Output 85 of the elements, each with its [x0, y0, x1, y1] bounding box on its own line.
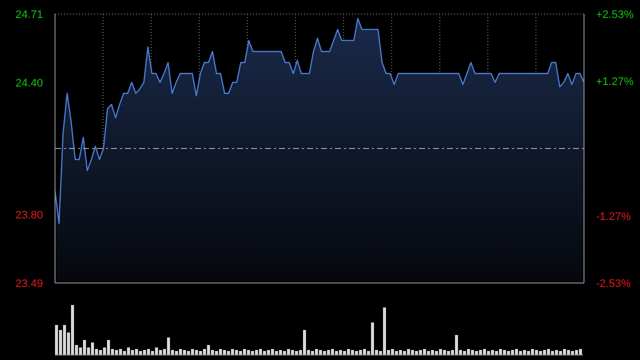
bar	[579, 349, 582, 355]
bar	[223, 350, 226, 355]
bar	[483, 349, 486, 355]
bar	[443, 350, 446, 355]
bar	[83, 340, 86, 355]
bar	[271, 349, 274, 355]
bar	[371, 322, 374, 355]
y-tick-label: 23.80	[15, 210, 43, 222]
bar	[319, 350, 322, 355]
bar	[99, 350, 102, 355]
bar	[471, 350, 474, 355]
bar	[347, 349, 350, 355]
bar	[479, 350, 482, 355]
bar	[203, 349, 206, 355]
bar	[575, 350, 578, 355]
bar	[511, 350, 514, 355]
bar	[183, 350, 186, 355]
bar	[191, 349, 194, 355]
bar	[315, 349, 318, 355]
bar	[535, 350, 538, 355]
bar	[155, 348, 158, 355]
bar	[363, 349, 366, 355]
bar	[135, 349, 138, 355]
bar	[287, 349, 290, 355]
bar	[291, 350, 294, 355]
bar	[71, 305, 74, 355]
y2-tick-label: +2.53%	[596, 9, 634, 21]
bar	[247, 350, 250, 355]
bar	[303, 330, 306, 355]
bar	[563, 349, 566, 355]
bar	[179, 349, 182, 355]
bar	[147, 349, 150, 355]
bar	[351, 350, 354, 355]
bar	[131, 350, 134, 355]
bar	[327, 350, 330, 355]
bar	[523, 350, 526, 355]
y2-tick-label: -1.27%	[596, 211, 632, 224]
bar	[383, 308, 386, 355]
bar	[423, 349, 426, 355]
bar	[543, 350, 546, 355]
bar	[339, 350, 342, 355]
y-tick-label: 24.40	[15, 77, 43, 90]
bar	[159, 350, 162, 355]
bar	[255, 350, 258, 355]
bar	[91, 342, 94, 355]
bar	[359, 350, 362, 355]
bar	[515, 349, 518, 355]
bar	[531, 349, 534, 355]
bar	[503, 350, 506, 355]
bar	[455, 335, 458, 355]
bar	[107, 340, 110, 355]
bar	[207, 345, 210, 355]
bar	[55, 325, 58, 355]
bar	[279, 350, 282, 355]
bar	[411, 350, 414, 355]
bar	[407, 349, 410, 355]
bar	[419, 350, 422, 355]
bar	[467, 349, 470, 355]
bar	[491, 350, 494, 355]
bar	[439, 349, 442, 355]
y-tick-label: 23.49	[15, 278, 43, 290]
bar	[127, 348, 130, 355]
bar	[219, 349, 222, 355]
bar	[115, 350, 118, 355]
bar	[391, 349, 394, 355]
bar	[119, 349, 122, 355]
bar	[267, 350, 270, 355]
bar	[259, 349, 262, 355]
bar	[235, 350, 238, 355]
bar	[431, 350, 434, 355]
y2-tick-label: -2.53%	[596, 278, 632, 290]
bar	[547, 349, 550, 355]
bar	[167, 338, 170, 355]
bar	[331, 349, 334, 355]
bar	[63, 325, 66, 355]
bar	[243, 349, 246, 355]
bar	[231, 349, 234, 355]
y2-tick-label: +1.27%	[596, 76, 634, 88]
bar	[555, 350, 558, 355]
bar	[399, 350, 402, 355]
bar	[195, 350, 198, 355]
y-tick-label: 24.71	[15, 9, 43, 21]
bar	[499, 349, 502, 355]
bar	[143, 350, 146, 355]
bar	[567, 350, 570, 355]
